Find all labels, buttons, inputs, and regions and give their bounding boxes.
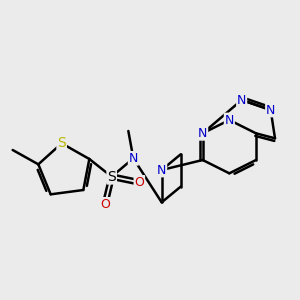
Text: O: O <box>100 198 110 211</box>
Text: N: N <box>266 103 275 116</box>
Text: S: S <box>57 136 66 150</box>
Text: N: N <box>225 113 234 127</box>
Text: N: N <box>157 164 166 176</box>
Text: N: N <box>237 94 246 106</box>
Text: O: O <box>134 176 144 189</box>
Text: N: N <box>129 152 138 165</box>
Text: N: N <box>198 127 207 140</box>
Text: S: S <box>107 170 116 184</box>
